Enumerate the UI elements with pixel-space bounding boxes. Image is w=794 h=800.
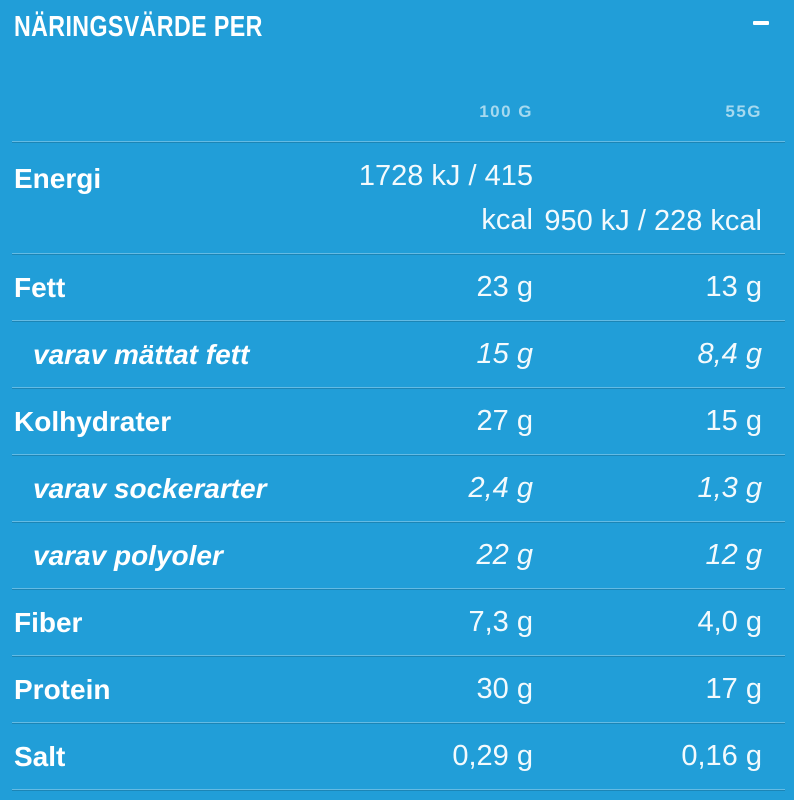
table-row: Salt 0,29 g 0,16 g <box>0 724 794 789</box>
table-row: Protein 30 g 17 g <box>0 657 794 722</box>
row-label: Fett <box>14 271 66 303</box>
value-100g: 23 g <box>476 270 533 303</box>
value-55g: 13 g <box>705 270 762 303</box>
value-55g: 8,4 g <box>697 337 763 370</box>
value-100g: 27 g <box>476 404 533 437</box>
row-divider <box>12 722 785 724</box>
value-100g: 2,4 g <box>468 471 534 504</box>
nutrition-table: Energi 1728 kJ / 415 kcal 950 kJ / 228 k… <box>0 141 794 791</box>
value-100g: 30 g <box>476 672 533 705</box>
table-row: varav mättat fett 15 g 8,4 g <box>0 322 794 387</box>
row-divider <box>12 789 785 791</box>
row-label: Protein <box>14 673 111 705</box>
row-label: Kolhydrater <box>14 405 172 437</box>
row-divider <box>12 253 785 255</box>
table-row: Fett 23 g 13 g <box>0 255 794 320</box>
column-header-100g: 100 G <box>479 102 533 121</box>
row-divider <box>12 655 785 657</box>
row-label: varav polyoler <box>33 539 223 571</box>
row-label: Energi <box>14 163 102 194</box>
minus-icon <box>753 21 769 25</box>
table-row: varav sockerarter 2,4 g 1,3 g <box>0 456 794 521</box>
value-55g: 12 g <box>705 538 762 571</box>
table-row: varav polyoler 22 g 12 g <box>0 523 794 588</box>
value-55g: 15 g <box>705 404 762 437</box>
accordion-header[interactable]: NÄRINGSVÄRDE PER <box>0 0 794 48</box>
collapse-button[interactable] <box>753 21 769 25</box>
column-header-row: 100 G 55G <box>0 102 794 141</box>
panel-title: NÄRINGSVÄRDE PER <box>14 11 263 43</box>
row-label: Fiber <box>14 606 83 638</box>
row-divider <box>12 387 785 389</box>
value-55g: 950 kJ / 228 kcal <box>544 204 762 237</box>
value-100g: 1728 kJ / 415 kcal <box>358 160 533 236</box>
table-row: Kolhydrater 27 g 15 g <box>0 389 794 454</box>
value-55g: 0,16 g <box>681 739 762 772</box>
value-55g: 17 g <box>705 672 762 705</box>
row-label: varav sockerarter <box>33 472 267 504</box>
row-label: Salt <box>14 740 66 772</box>
value-100g: 15 g <box>476 337 533 370</box>
value-100g: 7,3 g <box>468 605 534 638</box>
column-header-55g: 55G <box>725 102 762 121</box>
table-row: Fiber 7,3 g 4,0 g <box>0 590 794 655</box>
row-divider <box>12 454 785 456</box>
value-55g: 1,3 g <box>697 471 763 504</box>
value-100g: 0,29 g <box>452 739 533 772</box>
row-divider <box>12 588 785 590</box>
value-55g: 4,0 g <box>697 605 763 638</box>
row-divider <box>12 521 785 523</box>
row-divider <box>12 320 785 322</box>
table-row: Energi 1728 kJ / 415 kcal 950 kJ / 228 k… <box>0 143 794 253</box>
row-divider <box>12 141 785 143</box>
value-100g: 22 g <box>476 538 533 571</box>
row-label: varav mättat fett <box>33 338 250 370</box>
